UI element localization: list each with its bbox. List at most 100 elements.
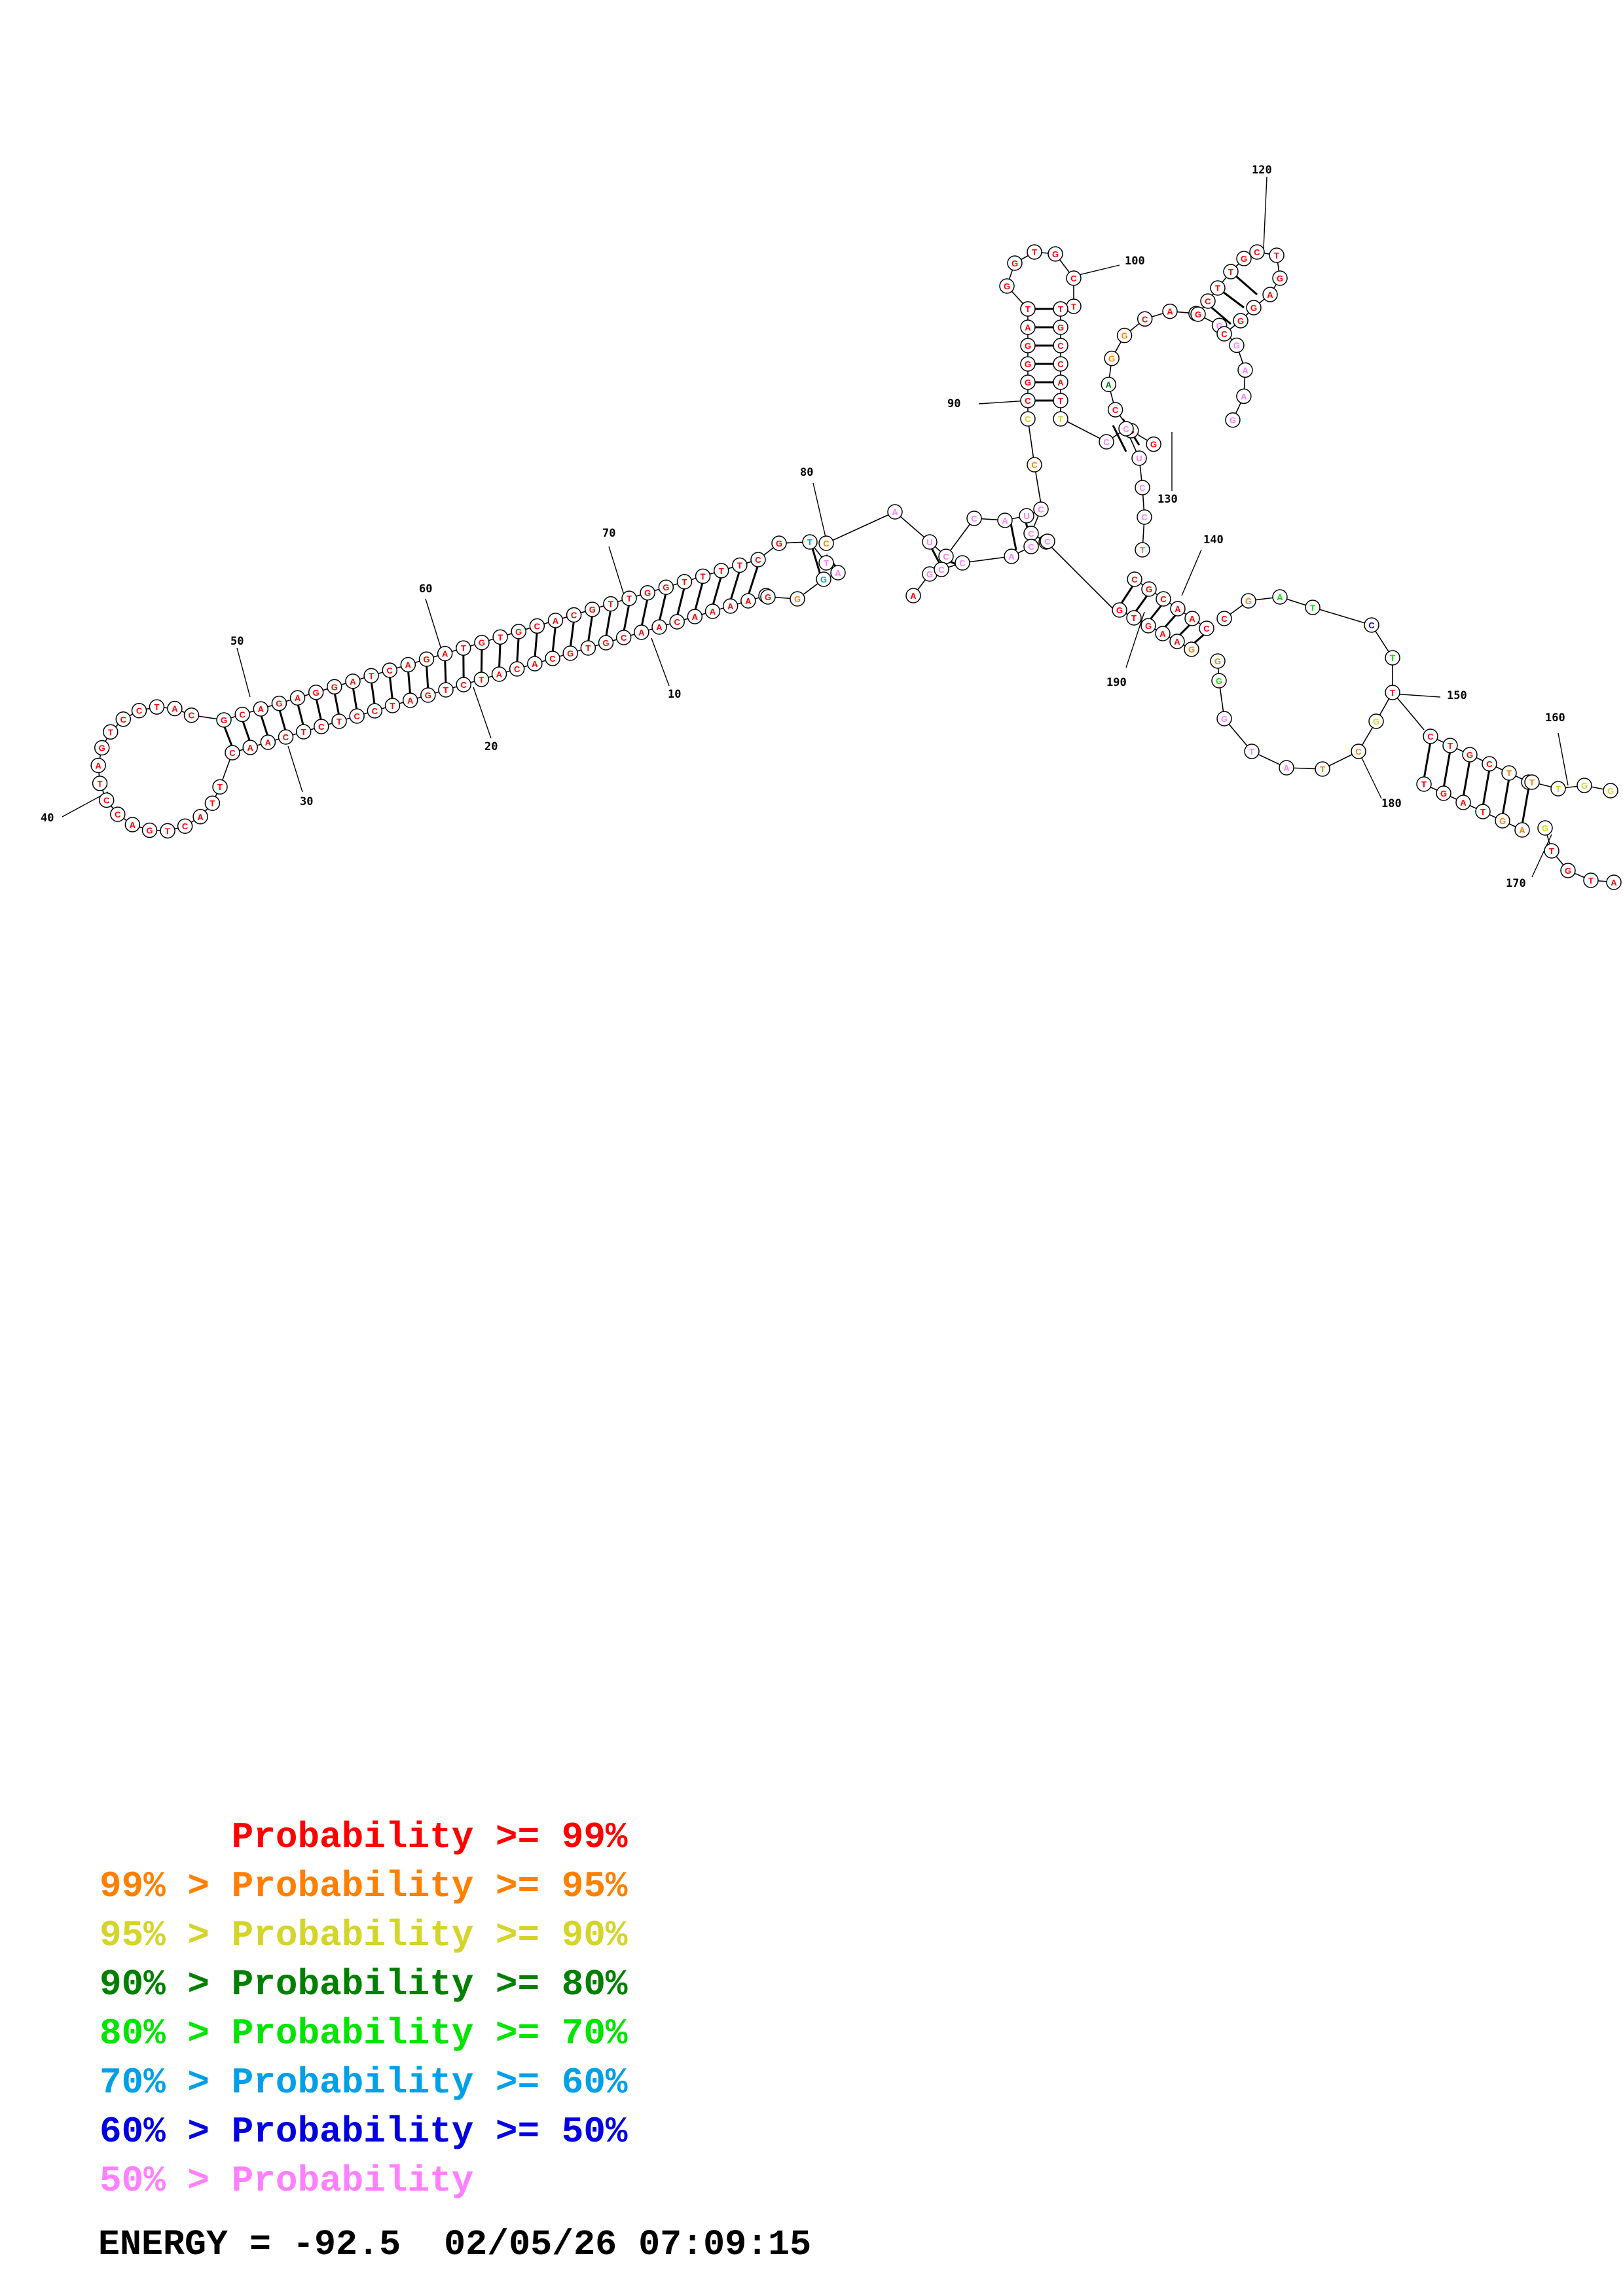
nucleotide: C: [669, 614, 685, 630]
svg-text:A: A: [1267, 290, 1273, 300]
nucleotide: T: [1550, 781, 1566, 797]
svg-text:C: C: [1038, 505, 1044, 514]
nucleotide: C: [1249, 244, 1265, 260]
svg-text:T: T: [1215, 283, 1220, 293]
nucleotide: C: [234, 706, 250, 723]
legend-row: 60% > Probability >= 50%: [100, 2111, 628, 2153]
svg-text:A: A: [496, 670, 503, 679]
svg-text:G: G: [776, 539, 782, 548]
nucleotide: G: [141, 822, 158, 838]
svg-text:G: G: [1373, 717, 1379, 726]
svg-text:G: G: [926, 569, 933, 579]
index-label: 40: [41, 812, 54, 825]
svg-text:C: C: [1205, 296, 1211, 306]
nucleotide: G: [658, 579, 674, 595]
svg-text:C: C: [239, 710, 246, 720]
nucleotide: G: [585, 601, 600, 617]
svg-text:G: G: [1145, 621, 1152, 631]
nucleotide: T: [331, 713, 347, 729]
svg-text:T: T: [1071, 302, 1076, 312]
svg-text:T: T: [824, 558, 829, 568]
nucleotide: C: [1364, 617, 1379, 633]
svg-text:G: G: [1025, 359, 1031, 369]
svg-text:A: A: [710, 607, 716, 617]
svg-text:A: A: [638, 628, 645, 637]
nucleotide: T: [580, 640, 596, 656]
nucleotide: A: [1514, 822, 1530, 838]
svg-text:G: G: [1216, 676, 1222, 686]
nucleotide: A: [1004, 548, 1019, 564]
nucleotide: G: [1577, 778, 1592, 793]
svg-text:G: G: [1499, 816, 1506, 826]
svg-text:G: G: [1237, 316, 1244, 326]
nucleotide: G: [1495, 813, 1510, 829]
svg-text:G: G: [1250, 303, 1257, 313]
svg-text:T: T: [461, 643, 466, 653]
svg-text:T: T: [154, 702, 159, 712]
nucleotide: T: [1385, 685, 1400, 700]
svg-text:A: A: [1189, 614, 1195, 624]
svg-text:C: C: [136, 706, 143, 716]
nucleotide: G: [1603, 783, 1618, 798]
nucleotide: G: [1007, 255, 1023, 271]
svg-text:G: G: [589, 605, 596, 615]
svg-text:G: G: [765, 592, 771, 602]
svg-text:C: C: [318, 722, 325, 732]
nucleotide: C: [1137, 509, 1152, 525]
nucleotide: A: [345, 673, 361, 689]
nucleotide: T: [1442, 738, 1458, 753]
svg-text:A: A: [1277, 592, 1283, 602]
svg-text:T: T: [1390, 653, 1395, 663]
index-label: 180: [1381, 797, 1402, 810]
svg-text:A: A: [247, 743, 253, 753]
nucleotide: G: [308, 685, 324, 700]
nucleotide: G: [1141, 581, 1157, 597]
svg-text:G: G: [1108, 354, 1115, 364]
nucleotide: G: [1537, 820, 1553, 836]
rna-structure-diagram: GCAGAGGATCAGATGTGCACGTTGGTTTTCCAACTCTCCT…: [41, 164, 1622, 890]
svg-text:C: C: [354, 711, 360, 721]
nucleotide: A: [687, 609, 703, 624]
nucleotide: A: [1237, 362, 1253, 378]
svg-text:G: G: [1440, 789, 1447, 798]
nucleotide: T: [1416, 776, 1432, 792]
nucleotide: G: [1020, 356, 1036, 372]
svg-text:T: T: [165, 826, 170, 836]
svg-text:C: C: [1057, 341, 1064, 351]
nucleotide: T: [1020, 301, 1036, 317]
nucleotide: A: [124, 817, 141, 833]
nucleotide: T: [1501, 765, 1517, 781]
nucleotide: A: [704, 603, 721, 619]
nucleotide: A: [651, 619, 667, 635]
svg-text:A: A: [1175, 604, 1181, 614]
svg-text:C: C: [1160, 594, 1167, 604]
svg-text:G: G: [1057, 323, 1064, 332]
nucleotide: C: [1137, 311, 1153, 327]
svg-text:C: C: [1025, 396, 1031, 406]
svg-text:A: A: [1283, 763, 1290, 773]
nucleotide: C: [1066, 270, 1082, 286]
svg-text:G: G: [1607, 786, 1614, 796]
legend-row: 95% > Probability >= 90%: [100, 1914, 628, 1956]
svg-text:C: C: [1139, 483, 1146, 493]
svg-text:T: T: [1228, 267, 1233, 277]
index-label: 30: [300, 795, 313, 808]
svg-text:C: C: [534, 621, 541, 631]
nucleotide: G: [1233, 313, 1249, 329]
nucleotide: G: [418, 651, 435, 667]
svg-text:T: T: [1549, 846, 1554, 856]
nucleotide: A: [1272, 589, 1288, 605]
nucleotide: C: [1020, 411, 1036, 427]
legend-row: Probability >= 99%: [100, 1816, 628, 1858]
svg-text:G: G: [644, 588, 651, 598]
nucleotide: G: [1246, 300, 1262, 315]
nucleotide: G: [1236, 251, 1252, 266]
nucleotide: C: [1023, 526, 1039, 541]
nucleotide: C: [938, 548, 954, 564]
svg-text:C: C: [571, 610, 577, 620]
svg-text:C: C: [621, 633, 627, 643]
svg-text:C: C: [938, 565, 945, 575]
svg-text:G: G: [1241, 254, 1247, 264]
nucleotide: A: [253, 701, 269, 717]
svg-text:A: A: [1241, 391, 1247, 401]
